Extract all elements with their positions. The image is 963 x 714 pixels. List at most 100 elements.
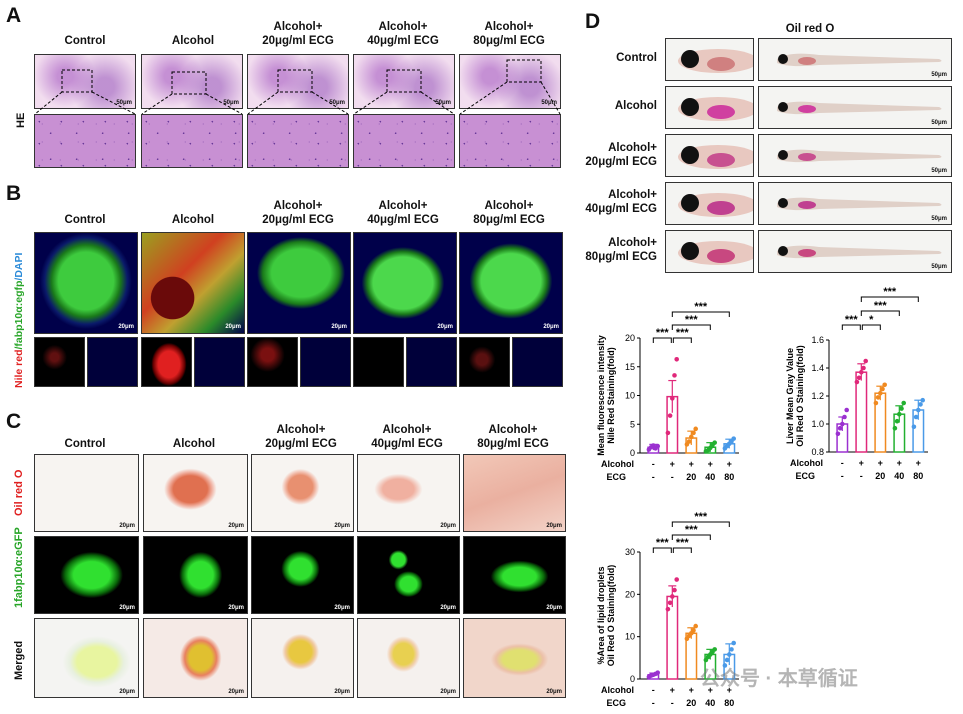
c-header-control: Control — [64, 438, 106, 450]
significance-label: *** — [656, 537, 670, 549]
data-point — [837, 425, 843, 431]
c-row-label-gfp: 1fabp10α:eGFP — [13, 527, 25, 608]
c-oil-control-image: 20μm — [34, 454, 139, 532]
c-oil-ecg80-image: 20μm — [463, 454, 566, 532]
ecg-value: 80 — [913, 471, 923, 481]
data-point — [722, 663, 728, 668]
significance-bracket — [671, 324, 711, 330]
ecg-value: - — [671, 698, 674, 708]
y-axis-label: %Area of lipid droplets — [596, 566, 606, 664]
data-point — [882, 382, 887, 388]
alcohol-value: + — [708, 459, 713, 469]
data-point — [731, 640, 736, 646]
b-header-alcohol: Alcohol — [171, 214, 215, 226]
c-header-ecg20: Alcohol+ 20μg/ml ECG — [265, 424, 337, 450]
d-head-ecg40-image — [665, 182, 754, 225]
d-head-ecg80-image — [665, 230, 754, 273]
data-point — [863, 358, 868, 364]
data-point — [724, 657, 730, 663]
c-header-alcohol: Alcohol — [172, 438, 216, 450]
alcohol-value: + — [878, 458, 883, 468]
data-point — [840, 421, 845, 427]
b-fluor-ecg80-image: 20μm — [459, 232, 563, 334]
c-gfp-alcohol-image: 20μm — [143, 536, 248, 614]
d-row-label-alcohol: Alcohol — [614, 100, 657, 112]
significance-label: *** — [685, 524, 699, 536]
row-label-alcohol: Alcohol — [601, 459, 634, 469]
significance-label: *** — [676, 537, 690, 549]
c-merged-control-image: 20μm — [34, 618, 139, 698]
alcohol-value: - — [652, 685, 655, 695]
a-header-ecg80: Alcohol+ 80μg/ml ECG — [473, 21, 545, 47]
data-point — [691, 430, 696, 436]
d-head-control-image — [665, 38, 754, 81]
data-point — [686, 439, 692, 444]
significance-bracket — [671, 521, 730, 527]
y-tick-label: 10 — [625, 632, 635, 642]
alcohol-value: - — [841, 458, 844, 468]
data-point — [844, 407, 849, 413]
b-row-label: Nile red/fabp10α:egfp/DAPI — [13, 252, 25, 388]
c-oil-ecg20-image: 20μm — [251, 454, 354, 532]
d-larva-alcohol-image: 50μm — [758, 86, 952, 129]
data-point — [674, 577, 679, 582]
panel-a-letter: A — [6, 4, 22, 27]
d-larva-control-image: 50μm — [758, 38, 952, 81]
b-dapi-control — [87, 337, 138, 387]
ecg-value: 20 — [686, 472, 696, 482]
significance-label: *** — [883, 286, 897, 298]
b-dapi-alcohol — [194, 337, 245, 387]
c-row-label-merged: Merged — [13, 640, 25, 680]
significance-bracket — [841, 324, 861, 330]
d-larva-ecg80-image: 50μm — [758, 230, 952, 273]
data-point — [655, 670, 660, 675]
ecg-value: - — [671, 472, 674, 482]
data-point — [731, 436, 736, 441]
data-point — [897, 411, 902, 417]
y-axis-label: Oil Red O Staining(fold) — [795, 345, 805, 447]
ecg-value: 20 — [686, 698, 696, 708]
a-he-ecg20-image: 50μm — [247, 54, 349, 109]
significance-bracket — [861, 324, 881, 330]
row-label-ecg: ECG — [606, 698, 626, 708]
y-tick-label: 30 — [625, 547, 635, 557]
data-point — [729, 647, 734, 652]
a-he-control-image: 50μm — [34, 54, 136, 109]
significance-bracket — [672, 547, 692, 553]
ecg-value: - — [841, 471, 844, 481]
a-zoom-ecg20-image — [247, 114, 349, 168]
data-point — [693, 426, 698, 432]
y-tick-label: 20 — [625, 589, 635, 599]
significance-label: *** — [845, 314, 859, 326]
row-label-alcohol: Alcohol — [790, 458, 823, 468]
c-merged-alcohol-image: 20μm — [143, 618, 248, 698]
panel-d-letter: D — [585, 10, 601, 33]
data-point — [672, 587, 677, 593]
a-zoom-guides — [34, 59, 561, 115]
b-fluor-control-image: 20μm — [34, 232, 138, 334]
ecg-value: 80 — [724, 472, 734, 482]
data-point — [665, 430, 671, 436]
data-point — [854, 379, 860, 385]
d-title: Oil red O — [785, 23, 835, 35]
data-point — [911, 424, 917, 430]
panel-c-letter: C — [6, 410, 22, 433]
a-he-ecg40-image: 50μm — [353, 54, 455, 109]
data-point — [670, 594, 675, 599]
c-header-ecg80: Alcohol+ 80μg/ml ECG — [477, 424, 549, 450]
significance-bracket — [671, 311, 730, 317]
a-zoom-alcohol-image — [141, 114, 243, 168]
data-point — [894, 418, 900, 424]
a-zoom-ecg40-image — [353, 114, 455, 168]
c-merged-ecg20-image: 20μm — [251, 618, 354, 698]
y-tick-label: 20 — [625, 333, 635, 343]
data-point — [712, 647, 717, 652]
data-point — [861, 365, 866, 371]
b-dapi-ecg20 — [300, 337, 351, 387]
c-merged-ecg40-image: 20μm — [357, 618, 460, 698]
b-header-ecg20: Alcohol+ 20μg/ml ECG — [262, 200, 334, 226]
b-nile-control — [34, 337, 85, 387]
data-point — [842, 414, 847, 420]
a-header-ecg20: Alcohol+ 20μg/ml ECG — [262, 21, 334, 47]
data-point — [856, 375, 862, 381]
